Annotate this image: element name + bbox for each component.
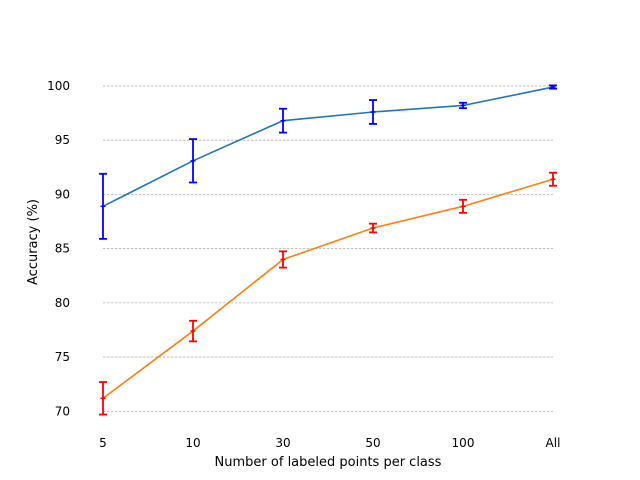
y-tick-label: 75 — [55, 350, 70, 364]
series-line — [102, 178, 554, 399]
series-2 — [99, 171, 557, 416]
x-tick-label: All — [546, 436, 561, 450]
y-axis-label: Accuracy (%) — [26, 199, 41, 285]
y-tick-label: 100 — [47, 79, 70, 93]
x-tick-label: 100 — [452, 436, 475, 450]
x-tick-label: 5 — [99, 436, 107, 450]
series-1 — [99, 84, 557, 240]
y-tick-label: 90 — [55, 187, 70, 201]
y-tick-label: 80 — [55, 296, 70, 310]
y-tick-label: 70 — [55, 404, 70, 418]
series — [99, 84, 557, 416]
x-tick-label: 10 — [185, 436, 200, 450]
y-tick-label: 95 — [55, 133, 70, 147]
y-tick-label: 85 — [55, 242, 70, 256]
x-tick-label: 50 — [365, 436, 380, 450]
x-tick-label: 30 — [275, 436, 290, 450]
x-tick-labels: 5 10 30 50 100 All — [99, 436, 560, 450]
series-line — [102, 86, 554, 208]
grid — [103, 85, 553, 412]
y-tick-labels: 70 75 80 85 90 95 100 — [47, 79, 70, 418]
x-axis-label: Number of labeled points per class — [215, 455, 442, 470]
